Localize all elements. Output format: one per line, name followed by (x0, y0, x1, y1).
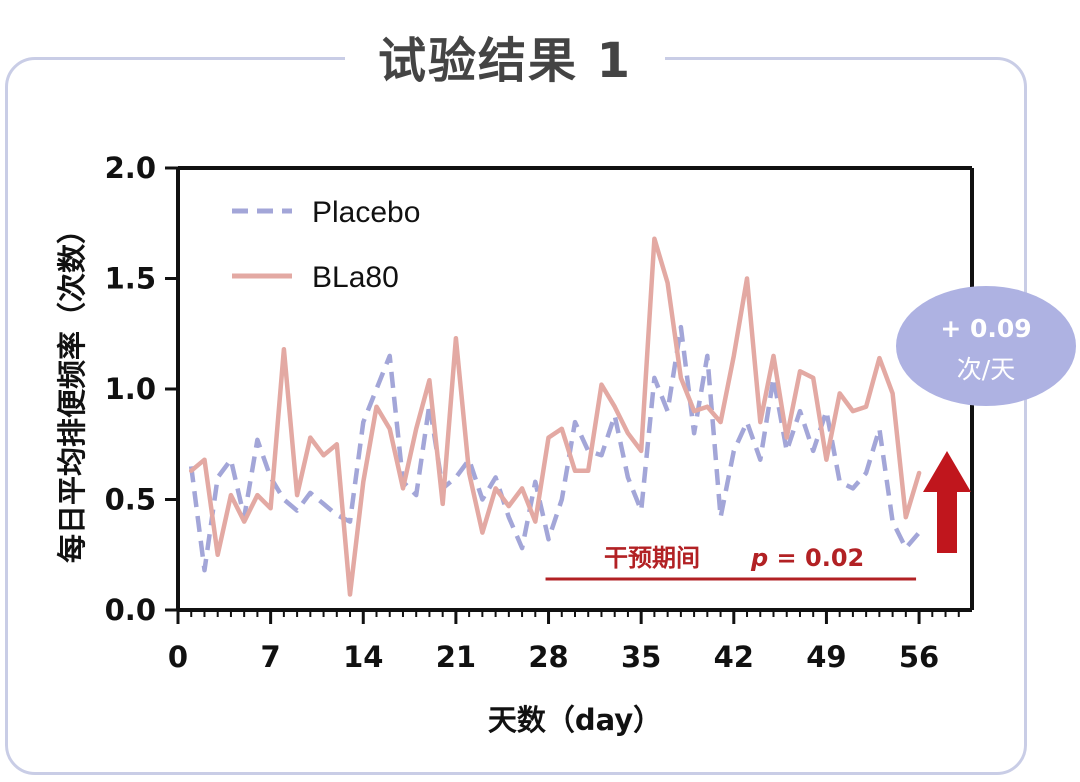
x-tick-label: 35 (621, 640, 661, 674)
increase-arrow-icon (923, 451, 971, 553)
y-tick-label: 0.0 (105, 593, 156, 627)
y-tick-label: 1.0 (105, 372, 156, 406)
badge-unit: 次/天 (957, 355, 1015, 384)
x-tick-label: 49 (806, 640, 846, 674)
series-line-bla80 (188, 236, 922, 597)
series-line-placebo (188, 324, 921, 573)
x-tick-label: 14 (343, 640, 383, 674)
intervention-label: 干预期间 (604, 544, 700, 572)
x-tick-label: 7 (261, 640, 281, 674)
p-symbol: p (750, 544, 768, 572)
legend-label-bla80: BLa80 (312, 261, 399, 294)
x-tick-label: 28 (528, 640, 568, 674)
p-value: = 0.02 (768, 544, 864, 572)
increase-badge (896, 286, 1076, 406)
chart-frame (5, 57, 1027, 775)
legend: Placebo BLa80 (232, 196, 420, 294)
x-tick-label: 0 (168, 640, 188, 674)
x-tick-label: 42 (714, 640, 754, 674)
chart-title: 试验结果 1 (377, 33, 633, 89)
badge-value: + 0.09 (940, 314, 1031, 343)
y-tick-label: 1.5 (105, 262, 156, 296)
x-tick-label: 21 (436, 640, 476, 674)
title-container: 试验结果 1 (345, 14, 665, 98)
y-tick-label: 2.0 (105, 151, 156, 185)
y-tick-label: 0.5 (105, 483, 156, 517)
x-axis-title: 天数（day） (488, 703, 662, 737)
x-tick-label: 56 (899, 640, 939, 674)
y-axis-title: 每日平均排便频率（次数） (55, 215, 89, 563)
legend-label-placebo: Placebo (312, 196, 420, 229)
p-value-label: p = 0.02 (750, 544, 864, 572)
